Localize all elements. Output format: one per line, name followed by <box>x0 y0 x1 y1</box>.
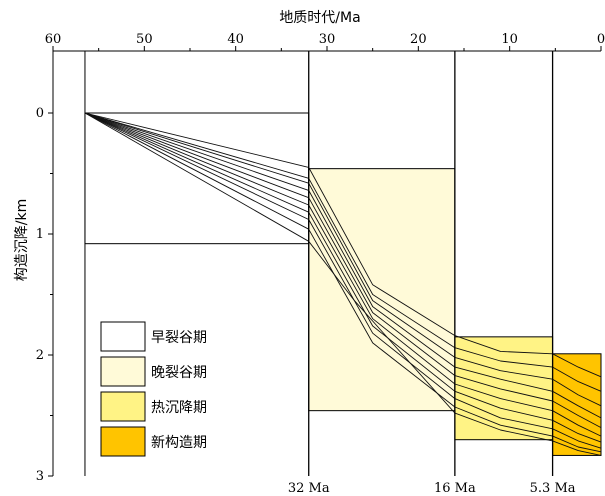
subsidence-curve-5 <box>84 112 602 428</box>
legend-swatch-4 <box>100 426 146 457</box>
y-tick-label: 2 <box>36 348 44 363</box>
x-tick-label: 30 <box>319 32 336 47</box>
legend-swatch-3 <box>100 391 146 422</box>
x-tick-label: 0 <box>597 32 605 47</box>
boundary-label-2: 16 Ma <box>434 481 476 496</box>
phase-boundaries: 32 Ma 16 Ma 5.3 Ma <box>84 51 576 496</box>
subsidence-curve-2 <box>84 112 602 392</box>
y-tick-label: 0 <box>36 106 44 121</box>
subsidence-curve-7 <box>84 112 602 443</box>
legend-label-2: 晚裂谷期 <box>151 365 207 381</box>
phase-box-2 <box>308 168 456 412</box>
boundary-label-1: 32 Ma <box>288 481 330 496</box>
subsidence-curve-10 <box>84 112 602 456</box>
phase-box-3 <box>454 336 554 441</box>
y-axis: 0 1 2 3 <box>36 106 53 484</box>
x-tick-label: 40 <box>227 32 244 47</box>
x-tick-label: 60 <box>45 32 62 47</box>
legend-swatch-2 <box>100 356 146 387</box>
legend-label-3: 热沉降期 <box>151 400 207 416</box>
boundary-label-3: 5.3 Ma <box>530 481 576 496</box>
subsidence-curve-4 <box>84 112 602 419</box>
x-axis: 60 50 40 30 20 10 0 <box>45 32 605 51</box>
x-tick-label: 20 <box>410 32 427 47</box>
y-tick-label: 1 <box>36 227 44 242</box>
legend-label-4: 新构造期 <box>151 435 207 451</box>
x-tick-label: 50 <box>136 32 153 47</box>
y-axis-title: 构造沉降/km <box>14 199 30 281</box>
phase-boxes <box>84 112 602 456</box>
subsidence-curve-1 <box>84 112 602 378</box>
subsidence-curve-3 <box>84 112 602 407</box>
y-tick-label: 3 <box>36 469 44 484</box>
legend-swatch-1 <box>100 321 146 352</box>
x-axis-title: 地质时代/Ma <box>279 10 360 26</box>
subsidence-curve-6 <box>84 112 602 437</box>
subsidence-curve-8 <box>84 112 602 449</box>
legend-label-1: 早裂谷期 <box>151 330 207 346</box>
x-tick-label: 10 <box>501 32 518 47</box>
subsidence-curve-9 <box>84 112 602 453</box>
series-lines <box>84 112 602 456</box>
